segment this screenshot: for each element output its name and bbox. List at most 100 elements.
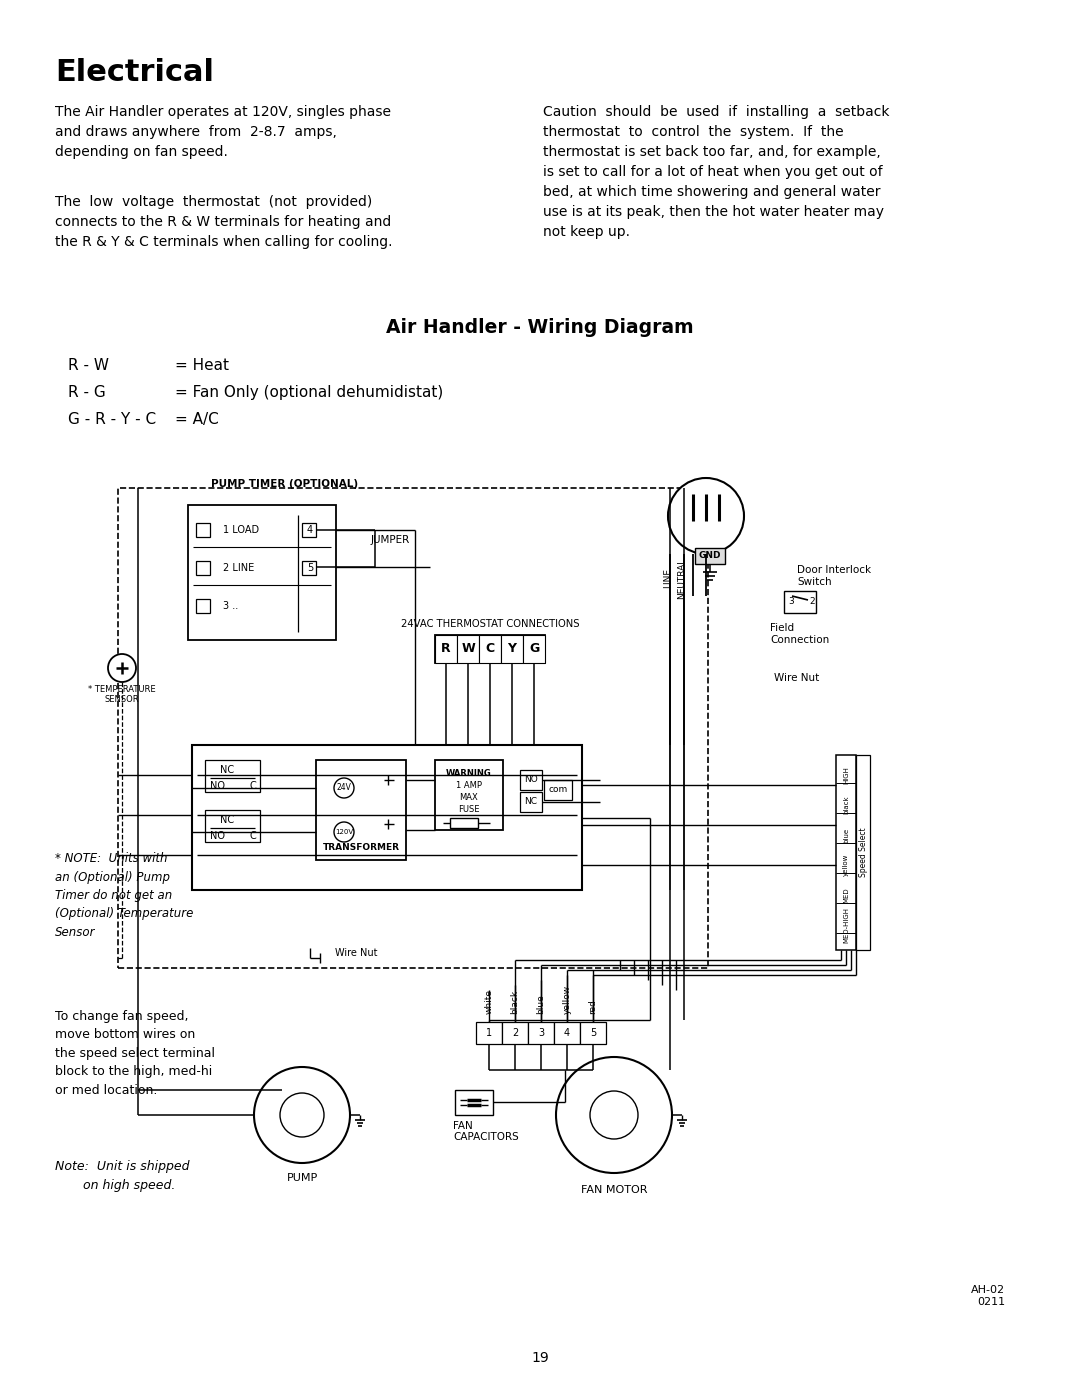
Text: WARNING: WARNING <box>446 768 491 778</box>
Text: blue: blue <box>537 995 545 1014</box>
Bar <box>836 754 856 950</box>
Text: com: com <box>549 785 568 795</box>
Bar <box>316 760 406 861</box>
Text: black: black <box>843 796 849 814</box>
Bar <box>192 745 582 890</box>
Text: 3: 3 <box>538 1028 544 1038</box>
Text: 2: 2 <box>512 1028 518 1038</box>
Text: G: G <box>529 643 539 655</box>
Bar <box>457 636 480 664</box>
Text: red: red <box>589 999 597 1014</box>
Text: FAN MOTOR: FAN MOTOR <box>581 1185 647 1194</box>
Circle shape <box>280 1092 324 1137</box>
Text: Air Handler - Wiring Diagram: Air Handler - Wiring Diagram <box>387 319 693 337</box>
Text: R - W: R - W <box>68 358 109 373</box>
Bar <box>501 636 523 664</box>
Text: C: C <box>485 643 495 655</box>
Bar <box>455 1090 492 1115</box>
Circle shape <box>556 1058 672 1173</box>
Circle shape <box>669 478 744 555</box>
Circle shape <box>334 778 354 798</box>
Text: 2 LINE: 2 LINE <box>222 563 254 573</box>
Bar <box>784 591 816 613</box>
Text: 5: 5 <box>307 563 313 573</box>
Bar <box>195 562 210 576</box>
Text: NO: NO <box>210 781 225 791</box>
Text: blue: blue <box>843 827 849 842</box>
Text: 1 AMP: 1 AMP <box>456 781 482 791</box>
Circle shape <box>254 1067 350 1162</box>
Text: Field: Field <box>770 623 794 633</box>
Text: white: white <box>485 989 494 1014</box>
Bar <box>118 488 708 968</box>
Text: 120V: 120V <box>335 828 353 835</box>
Text: Door Interlock: Door Interlock <box>797 564 872 576</box>
Text: C: C <box>249 781 257 791</box>
Text: PUMP TIMER (OPTIONAL): PUMP TIMER (OPTIONAL) <box>212 479 359 489</box>
Text: Note:  Unit is shipped
       on high speed.: Note: Unit is shipped on high speed. <box>55 1160 189 1192</box>
Text: * NOTE:  Units with
an (Optional) Pump
Timer do not get an
(Optional) Temperatur: * NOTE: Units with an (Optional) Pump Ti… <box>55 852 193 939</box>
Text: MAX: MAX <box>460 793 478 802</box>
Text: 19: 19 <box>531 1351 549 1365</box>
Text: 3: 3 <box>788 598 794 606</box>
Text: 1: 1 <box>486 1028 492 1038</box>
Text: Wire Nut: Wire Nut <box>335 949 378 958</box>
Text: Caution  should  be  used  if  installing  a  setback
thermostat  to  control  t: Caution should be used if installing a s… <box>543 105 890 239</box>
Text: 4: 4 <box>307 525 313 535</box>
Text: NC: NC <box>220 766 234 775</box>
Text: The Air Handler operates at 120V, singles phase
and draws anywhere  from  2-8.7 : The Air Handler operates at 120V, single… <box>55 105 391 159</box>
Circle shape <box>334 821 354 842</box>
Text: JUMPER: JUMPER <box>370 535 409 545</box>
Bar <box>696 548 725 564</box>
Text: R - G: R - G <box>68 386 106 400</box>
Text: Wire Nut: Wire Nut <box>774 673 820 683</box>
Text: 3 ..: 3 .. <box>222 601 239 610</box>
Bar <box>544 780 572 800</box>
Text: NO: NO <box>210 831 225 841</box>
Text: = Heat: = Heat <box>175 358 229 373</box>
Text: R: R <box>442 643 450 655</box>
Text: TRANSFORMER: TRANSFORMER <box>323 844 400 852</box>
Text: black: black <box>511 990 519 1014</box>
Text: MED: MED <box>843 887 849 902</box>
Bar <box>554 1023 580 1044</box>
Text: W: W <box>461 643 475 655</box>
Text: NO: NO <box>524 775 538 785</box>
Bar <box>302 522 316 536</box>
Text: AH-02
0211: AH-02 0211 <box>971 1285 1005 1306</box>
Text: 24VAC THERMOSTAT CONNECTIONS: 24VAC THERMOSTAT CONNECTIONS <box>401 619 579 629</box>
Text: 2: 2 <box>809 598 814 606</box>
Bar <box>435 760 503 830</box>
Bar <box>188 504 336 640</box>
Text: The  low  voltage  thermostat  (not  provided)
connects to the R & W terminals f: The low voltage thermostat (not provided… <box>55 196 392 249</box>
Text: LINE: LINE <box>663 569 673 588</box>
Text: = Fan Only (optional dehumidistat): = Fan Only (optional dehumidistat) <box>175 386 443 400</box>
Bar <box>195 522 210 536</box>
Bar <box>519 770 542 789</box>
Text: Switch: Switch <box>797 577 832 587</box>
Bar <box>502 1023 528 1044</box>
Bar <box>195 599 210 613</box>
Bar <box>523 636 545 664</box>
Text: SENSOR: SENSOR <box>105 696 139 704</box>
Text: HIGH: HIGH <box>843 766 849 784</box>
Text: FUSE: FUSE <box>458 806 480 814</box>
Text: MED-HIGH: MED-HIGH <box>843 907 849 943</box>
Bar <box>435 636 457 664</box>
Text: To change fan speed,
move bottom wires on
the speed select terminal
block to the: To change fan speed, move bottom wires o… <box>55 1010 215 1097</box>
Bar <box>205 810 260 842</box>
Text: Y: Y <box>508 643 516 655</box>
Text: Electrical: Electrical <box>55 59 214 87</box>
Text: Connection: Connection <box>770 636 829 645</box>
Bar <box>480 636 501 664</box>
Text: 4: 4 <box>564 1028 570 1038</box>
Text: CAPACITORS: CAPACITORS <box>453 1132 518 1141</box>
Text: 1 LOAD: 1 LOAD <box>222 525 259 535</box>
Bar <box>435 636 545 664</box>
Text: yellow: yellow <box>843 854 849 876</box>
Bar <box>302 562 316 576</box>
Circle shape <box>590 1091 638 1139</box>
Bar <box>519 792 542 812</box>
Text: NC: NC <box>220 814 234 826</box>
Text: = A/C: = A/C <box>175 412 219 427</box>
